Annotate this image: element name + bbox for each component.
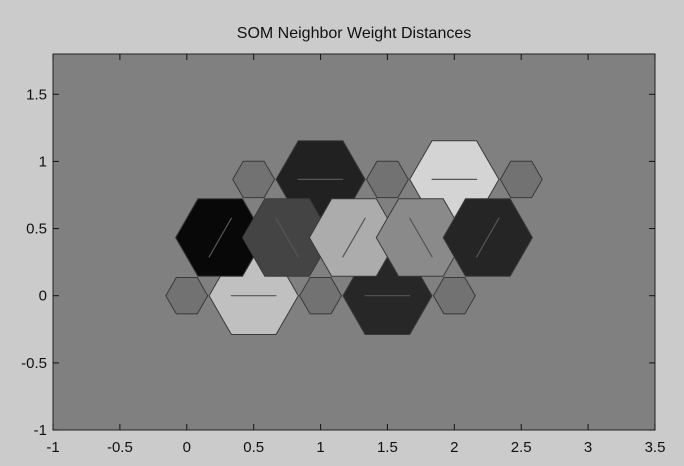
neurons xyxy=(165,160,543,315)
neighbor-line xyxy=(208,217,233,258)
x-tick-label: 1.5 xyxy=(377,439,398,456)
x-tick-label: 2.5 xyxy=(511,439,532,456)
y-tick-label: -0.5 xyxy=(21,355,47,372)
x-tick-label: 0 xyxy=(183,439,191,456)
chart-title: SOM Neighbor Weight Distances xyxy=(237,25,471,42)
neighbor-line xyxy=(408,217,433,258)
x-tick-label: -0.5 xyxy=(107,439,133,456)
x-tick-label: 2 xyxy=(450,439,458,456)
y-tick-label: 1 xyxy=(39,153,47,170)
x-tick-label: 0.5 xyxy=(243,439,264,456)
y-tick-label: 1.5 xyxy=(26,86,47,103)
neighbor-line xyxy=(475,217,500,258)
neuron xyxy=(432,277,476,315)
neuron xyxy=(365,160,409,199)
neuron xyxy=(499,160,543,199)
axis-ticks: -1 -0.5 0 0.5 1 1.5 2 2.5 3 3.5 -1 -0.5 0 0.5 1 1.5 xyxy=(21,54,665,456)
x-tick-label: 1 xyxy=(316,439,324,456)
neuron xyxy=(165,277,209,315)
neuron xyxy=(299,277,343,315)
x-tick-label: -1 xyxy=(46,439,59,456)
distance-cells xyxy=(175,140,533,335)
neuron xyxy=(232,160,276,199)
y-tick-label: 0 xyxy=(39,288,47,305)
neighbor-line xyxy=(275,217,300,258)
y-tick-label: -1 xyxy=(34,422,47,439)
neighbor-line xyxy=(342,217,366,258)
x-tick-label: 3 xyxy=(584,439,592,456)
y-tick-label: 0.5 xyxy=(26,221,47,238)
x-tick-label: 3.5 xyxy=(645,439,666,456)
